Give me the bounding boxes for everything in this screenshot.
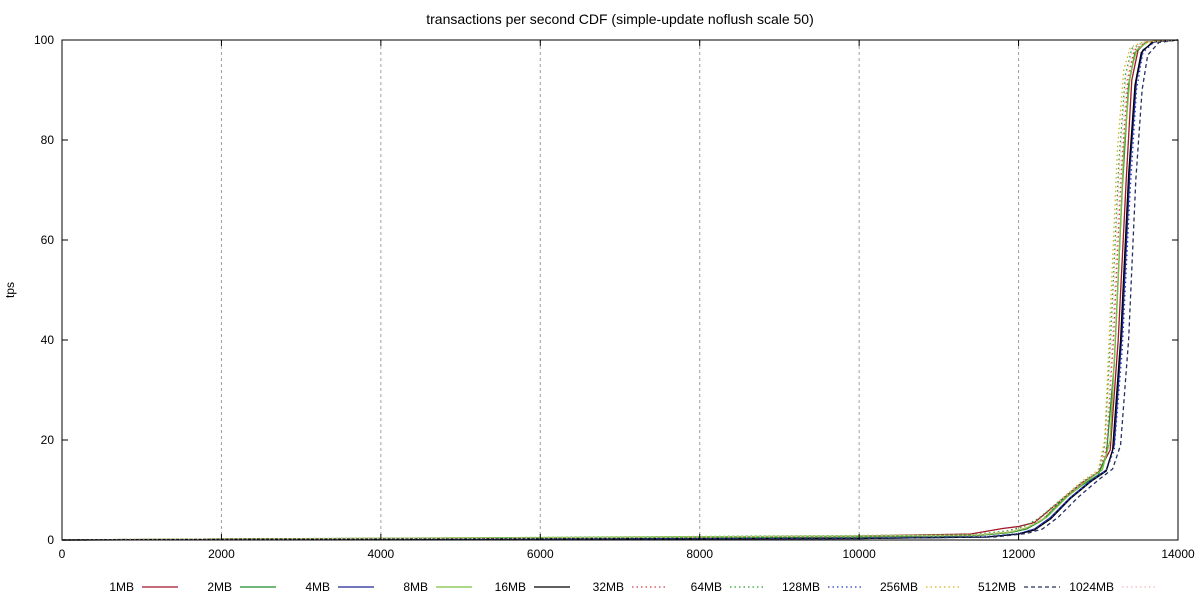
legend-label: 2MB: [207, 580, 232, 594]
series-line-512MB: [61, 39, 1179, 541]
axes: 0 2000 4000 6000 8000 10000 12000 14000 0 20 40 60 8…: [34, 33, 1195, 561]
x-tick-label: 2000: [208, 547, 235, 561]
series-line-64MB: [61, 39, 1179, 541]
chart-title: transactions per second CDF (simple-upda…: [426, 11, 814, 27]
y-tick-label: 40: [41, 333, 55, 347]
x-tick-label: 8000: [686, 547, 713, 561]
plot-frame: [61, 39, 1179, 541]
x-tick-label: 4000: [368, 547, 395, 561]
legend-label: 1MB: [109, 580, 134, 594]
series-line-2MB: [61, 39, 1179, 541]
x-tick-label: 14000: [1161, 547, 1195, 561]
series-line-128MB: [61, 39, 1179, 541]
series-line-4MB: [61, 39, 1179, 541]
y-tick-label: 100: [34, 33, 54, 47]
legend-label: 8MB: [403, 580, 428, 594]
y-tick-label: 80: [41, 133, 55, 147]
y-tick-label: 60: [41, 233, 55, 247]
x-tick-label: 0: [59, 547, 66, 561]
series-lines: [61, 39, 1179, 541]
y-tick-label: 0: [47, 533, 54, 547]
series-line-16MB: [61, 39, 1179, 541]
x-tick-label: 12000: [1002, 547, 1036, 561]
legend-label: 1024MB: [1069, 580, 1114, 594]
legend-label: 16MB: [495, 580, 526, 594]
legend-label: 64MB: [691, 580, 722, 594]
grid-lines: [220, 40, 1020, 540]
y-tick-label: 20: [41, 433, 55, 447]
series-line-256MB: [61, 39, 1179, 541]
legend: 1MB 2MB 4MB 8MB 16MB 32MB 64MB 128MB 256MB 512MB 1…: [109, 580, 1158, 594]
x-tick-label: 10000: [842, 547, 876, 561]
x-tick-label: 6000: [527, 547, 554, 561]
legend-label: 512MB: [978, 580, 1016, 594]
legend-label: 128MB: [782, 580, 820, 594]
legend-label: 256MB: [880, 580, 918, 594]
series-line-32MB: [61, 39, 1179, 541]
legend-label: 32MB: [593, 580, 624, 594]
series-line-8MB: [61, 39, 1179, 541]
series-line-1MB: [61, 39, 1179, 541]
legend-label: 4MB: [305, 580, 330, 594]
series-line-1024MB: [61, 39, 1179, 541]
y-axis-label: tps: [3, 282, 17, 298]
